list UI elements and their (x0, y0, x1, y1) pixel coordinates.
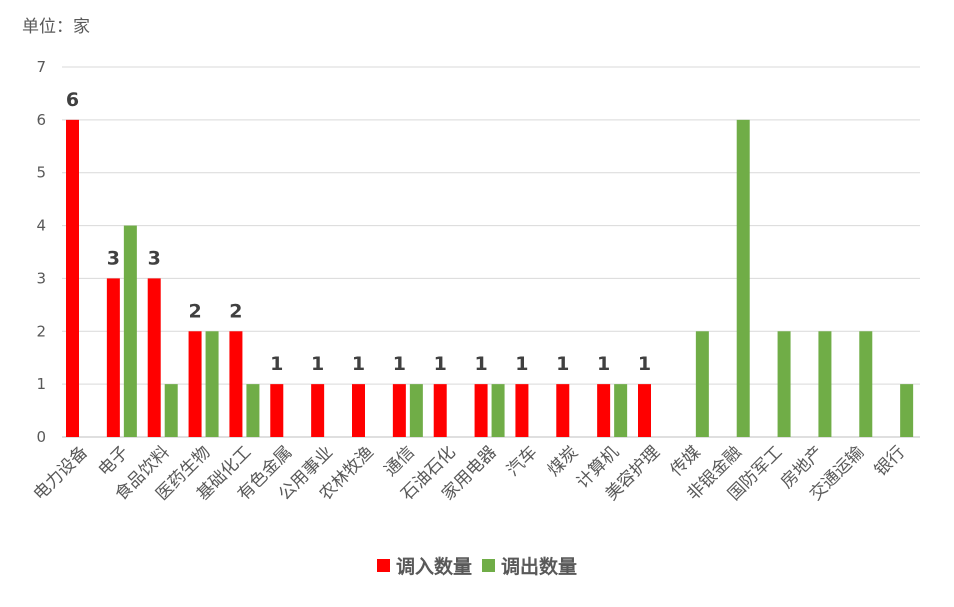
legend-label-inflow: 调入数量 (395, 556, 472, 578)
bar-inflow (229, 331, 243, 437)
bar-chart: 012345676电力设备3电子3食品饮料2医药生物2基础化工1有色金属1公用事… (30, 58, 920, 505)
legend-label-outflow: 调出数量 (501, 556, 578, 578)
bar-inflow (556, 384, 570, 437)
y-tick-label: 3 (36, 269, 46, 287)
x-tick-label: 电力设备 (30, 442, 92, 504)
x-tick-label: 汽车 (503, 442, 541, 480)
bar-inflow (352, 384, 365, 437)
data-label: 1 (474, 353, 487, 375)
bar-outflow (818, 331, 832, 437)
data-label: 3 (148, 247, 161, 269)
data-label: 2 (229, 300, 242, 322)
bar-inflow (106, 278, 120, 437)
data-label: 3 (107, 247, 120, 269)
data-label: 1 (311, 353, 324, 375)
bar-inflow (311, 384, 325, 437)
bar-outflow (777, 331, 791, 437)
data-label: 1 (515, 353, 528, 375)
bar-outflow (695, 331, 709, 437)
y-tick-label: 2 (36, 322, 46, 340)
y-tick-label: 1 (36, 375, 46, 393)
bar-inflow (270, 384, 284, 437)
bar-inflow (474, 384, 488, 437)
bar-outflow (164, 384, 178, 437)
bar-inflow (433, 384, 447, 437)
y-tick-label: 0 (36, 428, 46, 446)
data-label: 1 (597, 353, 610, 375)
data-label: 6 (66, 89, 79, 111)
bar-outflow (859, 331, 873, 437)
bar-outflow (205, 331, 219, 437)
bar-outflow (246, 384, 260, 437)
unit-label: 单位：家 (22, 17, 90, 37)
bar-outflow (736, 119, 750, 437)
bar-inflow (392, 384, 406, 437)
bar-inflow (515, 384, 529, 437)
bar-outflow (614, 384, 628, 437)
y-tick-label: 7 (36, 58, 46, 76)
data-label: 1 (434, 353, 447, 375)
bar-outflow (491, 384, 505, 437)
y-tick-label: 4 (36, 217, 46, 235)
bar-inflow (638, 384, 651, 437)
bar-outflow (900, 384, 914, 437)
data-label: 1 (270, 353, 283, 375)
bar-inflow (147, 278, 161, 437)
y-tick-label: 5 (36, 164, 46, 182)
bar-outflow (409, 384, 423, 437)
legend-swatch-inflow (376, 559, 390, 572)
legend-swatch-outflow (482, 559, 495, 572)
data-label: 1 (393, 353, 406, 375)
bar-inflow (66, 119, 79, 437)
bar-inflow (597, 384, 611, 437)
data-label: 1 (638, 353, 651, 375)
bar-outflow (123, 225, 137, 437)
bar-inflow (188, 331, 202, 437)
legend-item-inflow: 调入数量 (376, 552, 472, 579)
legend-item-outflow: 调出数量 (482, 552, 577, 579)
data-label: 1 (556, 353, 569, 375)
data-label: 1 (352, 353, 365, 375)
x-tick-label: 银行 (871, 442, 909, 480)
data-label: 2 (188, 300, 201, 322)
y-tick-label: 6 (36, 111, 46, 129)
legend: 调入数量 调出数量 (0, 552, 954, 579)
